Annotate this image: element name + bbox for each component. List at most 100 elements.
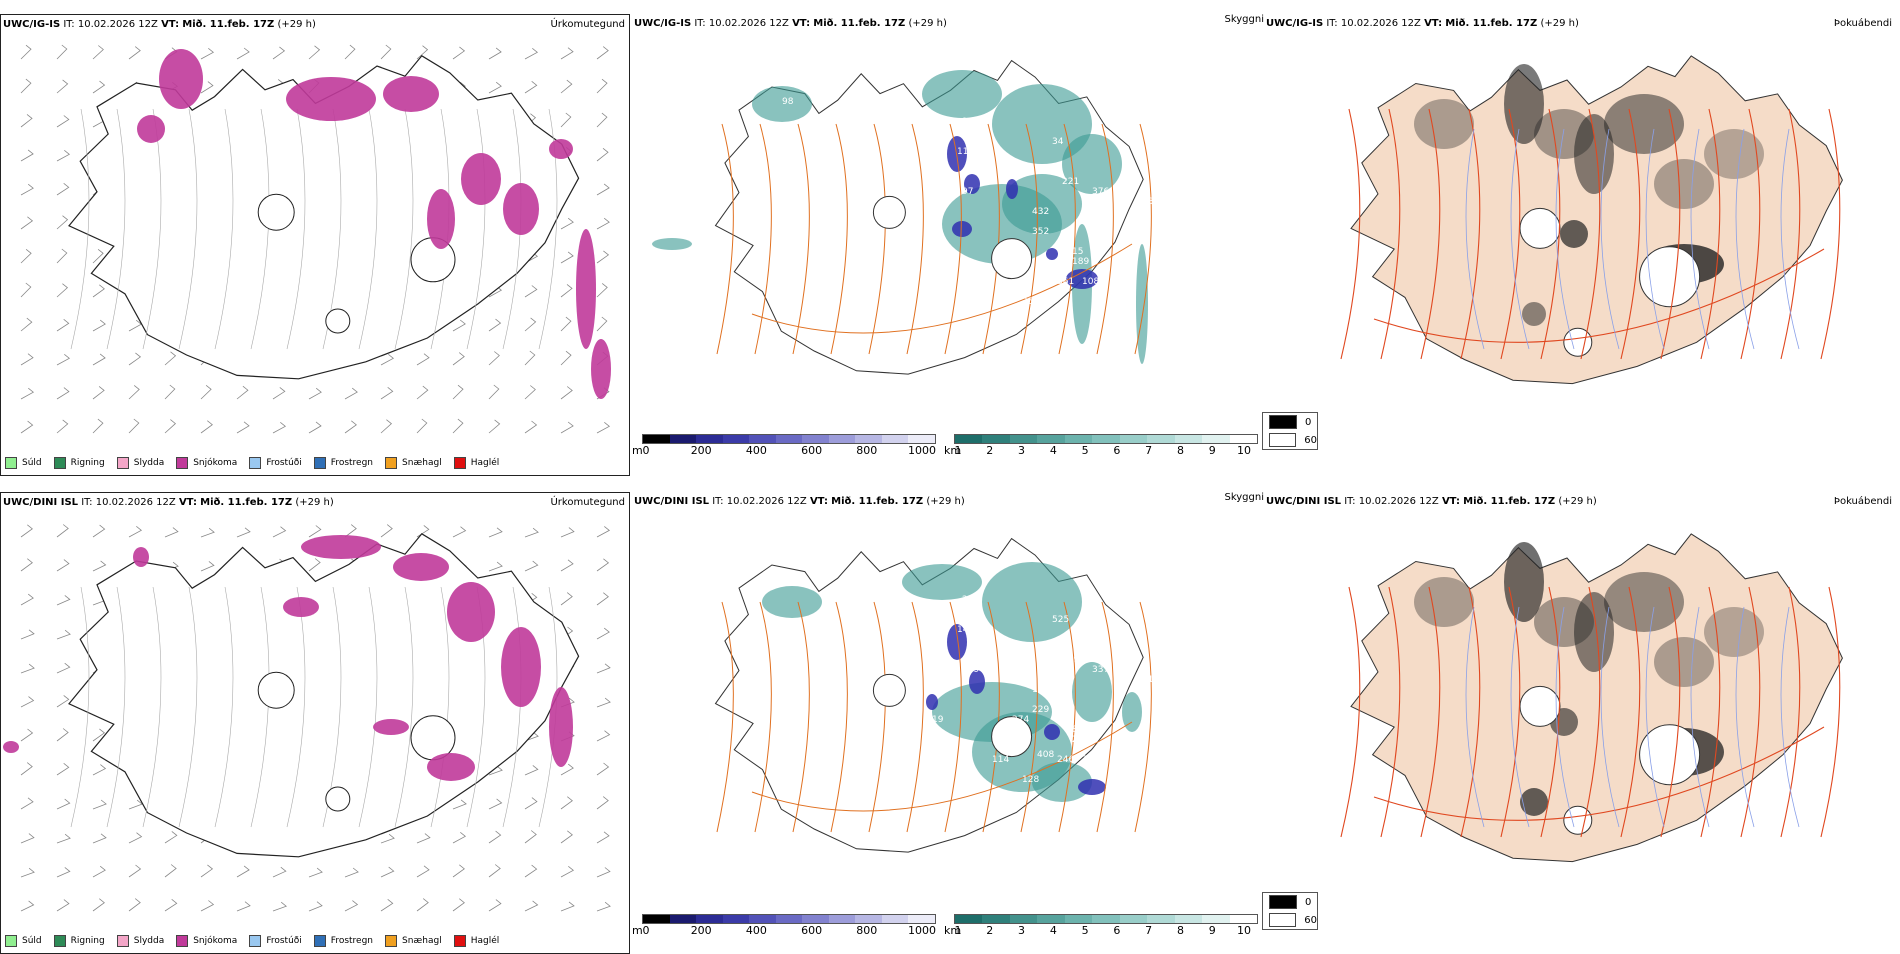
- wind-barb: [128, 898, 141, 912]
- road-line: [1700, 586, 1721, 838]
- wind-barb: [488, 899, 502, 912]
- legend-label: Snæhagl: [402, 936, 442, 946]
- road-line: [982, 601, 1000, 833]
- visibility-patch: [1002, 174, 1082, 234]
- wind-barb: [20, 762, 33, 776]
- wind-barb: [236, 865, 250, 878]
- ceiling-patch: [952, 221, 972, 237]
- wind-barb: [56, 215, 69, 230]
- fog-patch: [1574, 114, 1614, 194]
- wind-barb: [596, 831, 610, 844]
- wind-barb: [452, 799, 467, 810]
- wind-barb: [452, 418, 464, 434]
- wind-barb: [92, 80, 106, 94]
- panel-header: UWC/IG-IS IT: 10.02.2026 12Z VT: Mið. 11…: [634, 18, 947, 29]
- terrain-line: [394, 586, 414, 828]
- terrain-line: [358, 108, 378, 350]
- legend-label: Rigning: [70, 458, 105, 468]
- wind-barb: [20, 558, 33, 572]
- ceiling-value-label: 844: [1072, 725, 1089, 735]
- colorbar-tick-label: 2: [986, 444, 994, 457]
- panel-title: Skyggni: [1224, 14, 1264, 25]
- road-line: [1460, 586, 1481, 838]
- terrain-line: [106, 108, 126, 350]
- terrain-line: [142, 586, 162, 828]
- ceiling-value-label: 313: [1142, 675, 1159, 685]
- road-line: [1580, 586, 1601, 838]
- colorbar-swatch: [982, 435, 1010, 443]
- fog-map: [1340, 55, 1843, 385]
- fog-legend-swatch: [1269, 433, 1297, 447]
- visibility-patch: [762, 586, 822, 618]
- wind-barb: [488, 351, 500, 366]
- road-network: [716, 123, 1152, 355]
- fog-patch: [1654, 159, 1714, 209]
- snow-patch: [159, 49, 203, 109]
- wind-barb: [488, 318, 502, 332]
- ceiling-value-label: 361: [1057, 277, 1074, 287]
- wind-barb: [596, 147, 609, 162]
- colorbar-swatches: [642, 914, 936, 924]
- wind-barb: [560, 79, 573, 94]
- snow-patch: [373, 719, 409, 735]
- ceiling-value-label: 100: [962, 117, 979, 127]
- fog-patch: [1414, 577, 1474, 627]
- wind-barb: [416, 898, 429, 912]
- fog-legend-swatch: [1269, 415, 1297, 429]
- wind-barb: [200, 420, 213, 434]
- wind-barb: [92, 799, 107, 810]
- coastline: [1350, 55, 1843, 385]
- wind-barb: [200, 47, 215, 60]
- snow-patch: [133, 547, 149, 567]
- wind-barb: [200, 384, 212, 400]
- panel-title: Úrkomutegund: [550, 19, 625, 30]
- wind-barb: [560, 217, 574, 230]
- visibility-patch: [922, 70, 1002, 118]
- road-line: [1660, 586, 1681, 838]
- legend-item: Haglél: [453, 457, 499, 469]
- wind-barb: [596, 112, 608, 128]
- wind-barb: [560, 763, 574, 776]
- wind-barb: [488, 419, 501, 434]
- panel-title: Úrkomutegund: [550, 497, 625, 508]
- glacier-outline: [325, 786, 351, 812]
- wind-barb: [92, 418, 104, 434]
- colorbar-tick-label: 5: [1081, 924, 1089, 937]
- wind-barb: [344, 44, 356, 60]
- ceiling-value-label: 241: [1072, 735, 1089, 745]
- wind-barb: [524, 350, 536, 366]
- colorbar-tick-label: 1: [954, 924, 962, 937]
- wind-barb: [596, 250, 610, 264]
- colorbar-unit: km: [944, 924, 962, 937]
- legend-item: Slydda: [116, 935, 164, 947]
- wind-barb: [164, 527, 179, 538]
- wind-barb: [236, 385, 249, 400]
- legend-swatch: [176, 457, 189, 469]
- colorbar-swatch: [982, 915, 1010, 923]
- wind-barb: [596, 901, 611, 912]
- road-line: [1780, 586, 1801, 838]
- road-line: [1500, 586, 1521, 838]
- colorbar-tick-label: 2: [986, 924, 994, 937]
- road-line: [1660, 108, 1681, 360]
- river-line: [1645, 128, 1665, 350]
- colorbar-swatch: [1174, 435, 1203, 443]
- ceiling-value-label: 108: [1082, 277, 1099, 287]
- ceiling-value-label: 258: [1022, 297, 1039, 307]
- colorbar-swatch: [1229, 435, 1257, 443]
- ceiling-value-label: 256: [1037, 272, 1054, 282]
- wind-barb: [20, 420, 34, 434]
- wind-barb: [128, 46, 141, 60]
- road-line: [1420, 108, 1441, 360]
- ceiling-value-label: 236: [1142, 197, 1159, 207]
- river-line: [1600, 128, 1620, 350]
- ceiling-value-label: 308: [1082, 755, 1099, 765]
- wind-barb: [452, 384, 464, 400]
- colorbar-swatch: [696, 915, 723, 923]
- colorbar-swatch: [955, 915, 983, 923]
- ceiling-value-label: 246: [1057, 755, 1074, 765]
- snow-patch: [383, 76, 439, 112]
- ceiling-value-label: 145: [1032, 685, 1049, 695]
- wind-barb: [56, 595, 71, 606]
- colorbar-tick-label: 3: [1018, 924, 1026, 937]
